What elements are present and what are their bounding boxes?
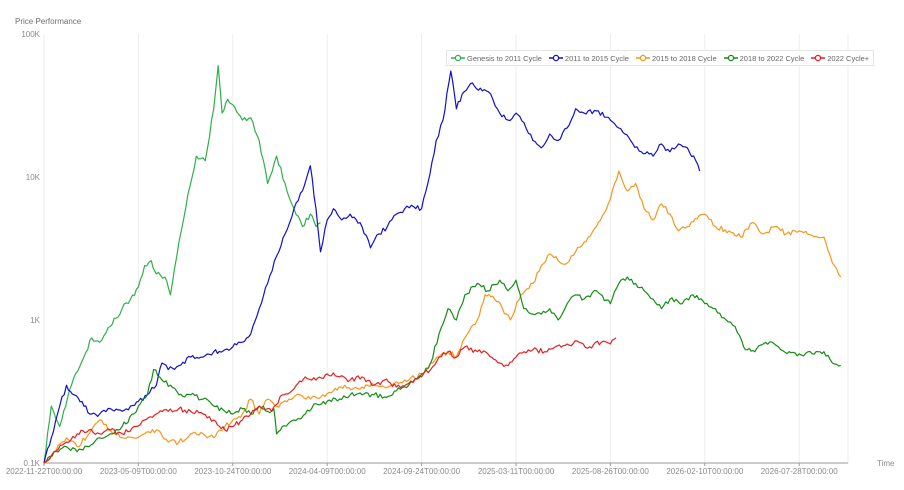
line-circle-icon xyxy=(811,54,826,62)
series-line-2022-cycle-[interactable] xyxy=(43,337,617,464)
legend: Genesis to 2011 Cycle 2011 to 2015 Cycle… xyxy=(446,50,875,66)
x-tick-label: 2022-11-22T00:00:00 xyxy=(6,467,83,476)
x-tick-label: 2024-04-09T00:00:00 xyxy=(289,467,367,476)
legend-item-2022-cycle-plus[interactable]: 2022 Cycle+ xyxy=(811,54,869,63)
legend-item-2018-to-2022[interactable]: 2018 to 2022 Cycle xyxy=(723,53,805,63)
y-tick-label: 100K xyxy=(21,30,40,39)
y-axis: 100K 10K 1K 0.1K xyxy=(21,30,40,468)
legend-label: Genesis to 2011 Cycle xyxy=(467,53,542,63)
legend-label: 2018 to 2022 Cycle xyxy=(739,53,805,63)
x-axis-name: Time xyxy=(877,459,895,468)
legend-item-genesis-to-2011[interactable]: Genesis to 2011 Cycle xyxy=(451,54,542,63)
x-tick-label: 2026-02-10T00:00:00 xyxy=(666,467,744,476)
line-circle-icon xyxy=(451,54,465,62)
line-circle-icon xyxy=(635,54,650,62)
line-circle-icon xyxy=(548,54,563,62)
x-tick-label: 2026-07-28T00:00:00 xyxy=(761,467,839,476)
series-line-2018-to-2022-cycle[interactable] xyxy=(43,276,841,464)
x-tick-label: 2024-09-24T00:00:00 xyxy=(383,467,461,476)
x-tick-label: 2023-05-09T00:00:00 xyxy=(100,467,178,476)
legend-label: 2011 to 2015 Cycle xyxy=(564,53,629,63)
x-tick-label: 2025-03-11T00:00:00 xyxy=(478,467,555,476)
y-tick-label: 0.1K xyxy=(24,459,41,468)
y-tick-label: 10K xyxy=(26,173,41,182)
legend-label: 2022 Cycle+ xyxy=(827,53,870,63)
line-circle-icon xyxy=(723,54,738,62)
series-lines xyxy=(43,65,842,464)
x-tick-label: 2025-08-26T00:00:00 xyxy=(572,467,650,476)
legend-item-2015-to-2018[interactable]: 2015 to 2018 Cycle xyxy=(635,53,717,63)
series-line-2011-to-2015-cycle[interactable] xyxy=(43,70,701,464)
series-line-genesis-to-2011-cycle[interactable] xyxy=(43,65,321,464)
x-axis: 2022-11-22T00:00:00 2023-05-09T00:00:00 20… xyxy=(6,463,838,476)
chart-title: Price Performance xyxy=(15,17,82,26)
legend-item-2011-to-2015[interactable]: 2011 to 2015 Cycle xyxy=(548,53,629,63)
x-tick-label: 2023-10-24T00:00:00 xyxy=(194,467,272,476)
y-tick-label: 1K xyxy=(30,316,40,325)
legend-label: 2015 to 2018 Cycle xyxy=(651,53,717,63)
